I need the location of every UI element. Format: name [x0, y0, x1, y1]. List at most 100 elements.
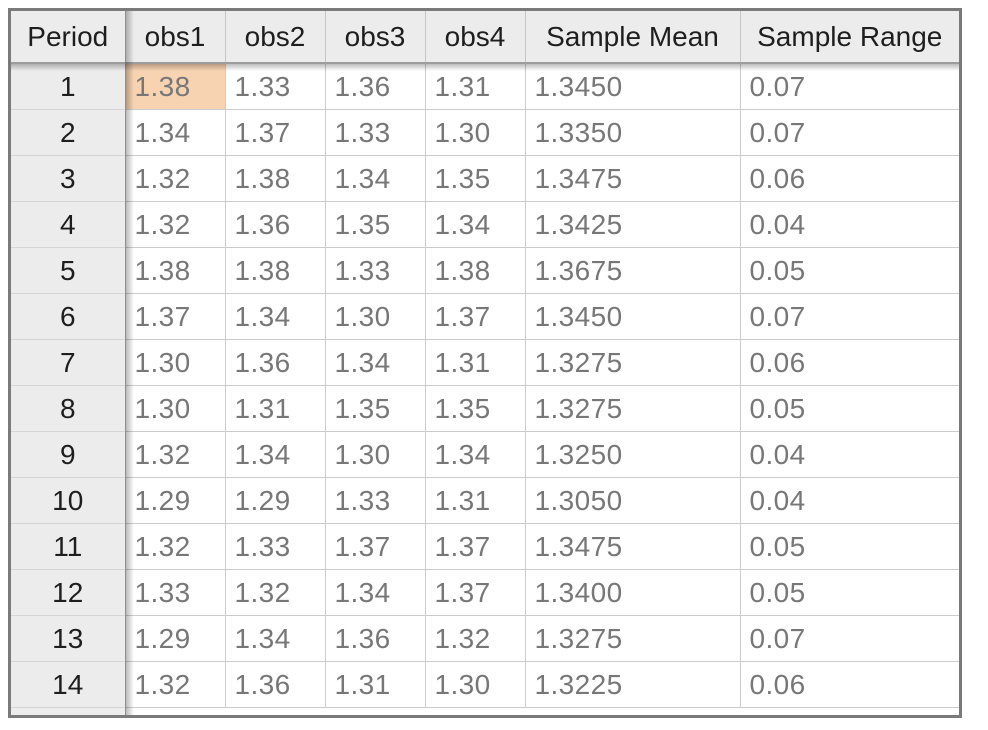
column-header-obs4[interactable]: obs4	[425, 11, 526, 64]
column-header-obs3[interactable]: obs3	[325, 11, 426, 64]
cell-sample-mean[interactable]: 1.3275	[525, 385, 741, 432]
cell-obs2[interactable]: 1.36	[225, 201, 326, 248]
selected-cell[interactable]: 1.38	[125, 63, 226, 110]
cell-sample-mean[interactable]: 1.3225	[525, 661, 741, 708]
cell-sample-range[interactable]: 0.04	[740, 431, 959, 478]
cell-obs4[interactable]: 1.30	[425, 661, 526, 708]
column-header-obs2[interactable]: obs2	[225, 11, 326, 64]
cell-obs4[interactable]: 1.34	[425, 201, 526, 248]
cell-sample-range[interactable]: 0.07	[740, 63, 959, 110]
period-cell[interactable]: 6	[11, 293, 126, 340]
cell-sample-range[interactable]: 0.06	[740, 339, 959, 386]
cell-obs2[interactable]: 1.36	[225, 661, 326, 708]
cell-sample-mean[interactable]: 1.3475	[525, 155, 741, 202]
cell-obs2[interactable]: 1.34	[225, 615, 326, 662]
cell-obs3[interactable]: 1.35	[325, 385, 426, 432]
cell-obs4[interactable]: 1.35	[425, 385, 526, 432]
period-cell[interactable]: 2	[11, 109, 126, 156]
cell-obs3[interactable]: 1.33	[325, 477, 426, 524]
cell-obs2[interactable]: 1.29	[225, 477, 326, 524]
cell-obs2[interactable]: 1.37	[225, 109, 326, 156]
cell-obs1[interactable]: 1.32	[125, 201, 226, 248]
cell-sample-mean[interactable]: 1.3675	[525, 247, 741, 294]
column-header-sample-range[interactable]: Sample Range	[740, 11, 959, 64]
cell-obs4[interactable]: 1.37	[425, 569, 526, 616]
cell-obs2[interactable]: 1.33	[225, 523, 326, 570]
cell-obs3[interactable]: 1.34	[325, 155, 426, 202]
cell-obs3[interactable]: 1.30	[325, 431, 426, 478]
cell-obs1[interactable]: 1.30	[125, 339, 226, 386]
period-cell[interactable]: 13	[11, 615, 126, 662]
period-cell[interactable]: 8	[11, 385, 126, 432]
cell-obs1[interactable]: 1.32	[125, 523, 226, 570]
cell-obs3[interactable]: 1.36	[325, 63, 426, 110]
cell-sample-mean[interactable]: 1.3350	[525, 109, 741, 156]
cell-obs4[interactable]: 1.37	[425, 293, 526, 340]
cell-sample-mean[interactable]: 1.3275	[525, 339, 741, 386]
column-header-obs1[interactable]: obs1	[125, 11, 226, 64]
cell-obs1[interactable]: 1.33	[125, 569, 226, 616]
period-cell[interactable]: 7	[11, 339, 126, 386]
cell-obs2[interactable]: 1.38	[225, 155, 326, 202]
cell-obs3[interactable]: 1.36	[325, 615, 426, 662]
cell-obs3[interactable]: 1.33	[325, 109, 426, 156]
cell-obs3[interactable]: 1.34	[325, 339, 426, 386]
cell-sample-mean[interactable]: 1.3475	[525, 523, 741, 570]
cell-sample-mean[interactable]: 1.3400	[525, 569, 741, 616]
cell-sample-range[interactable]: 0.07	[740, 293, 959, 340]
period-cell[interactable]: 11	[11, 523, 126, 570]
cell-obs2[interactable]: 1.32	[225, 569, 326, 616]
cell-sample-mean[interactable]: 1.3450	[525, 293, 741, 340]
cell-obs1[interactable]: 1.32	[125, 155, 226, 202]
cell-sample-range[interactable]: 0.05	[740, 569, 959, 616]
cell-obs1[interactable]: 1.38	[125, 247, 226, 294]
cell-sample-mean[interactable]: 1.3450	[525, 63, 741, 110]
cell-obs4[interactable]: 1.31	[425, 339, 526, 386]
cell-sample-mean[interactable]: 1.3250	[525, 431, 741, 478]
cell-obs1[interactable]: 1.30	[125, 385, 226, 432]
period-cell[interactable]: 14	[11, 661, 126, 708]
column-header-sample-mean[interactable]: Sample Mean	[525, 11, 741, 64]
cell-sample-range[interactable]: 0.07	[740, 615, 959, 662]
cell-sample-range[interactable]: 0.07	[740, 109, 959, 156]
cell-obs4[interactable]: 1.38	[425, 247, 526, 294]
column-header-period[interactable]: Period	[11, 11, 126, 64]
cell-obs3[interactable]: 1.35	[325, 201, 426, 248]
cell-obs2[interactable]: 1.36	[225, 339, 326, 386]
cell-sample-range[interactable]: 0.05	[740, 385, 959, 432]
cell-sample-range[interactable]: 0.04	[740, 201, 959, 248]
cell-obs4[interactable]: 1.35	[425, 155, 526, 202]
cell-obs1[interactable]: 1.29	[125, 615, 226, 662]
cell-sample-range[interactable]: 0.04	[740, 477, 959, 524]
cell-sample-mean[interactable]: 1.3050	[525, 477, 741, 524]
cell-obs4[interactable]: 1.32	[425, 615, 526, 662]
cell-sample-range[interactable]: 0.06	[740, 661, 959, 708]
cell-obs1[interactable]: 1.32	[125, 661, 226, 708]
cell-obs4[interactable]: 1.37	[425, 523, 526, 570]
cell-obs3[interactable]: 1.33	[325, 247, 426, 294]
cell-obs1[interactable]: 1.32	[125, 431, 226, 478]
period-cell[interactable]: 1	[11, 63, 126, 110]
cell-obs2[interactable]: 1.31	[225, 385, 326, 432]
cell-obs2[interactable]: 1.34	[225, 431, 326, 478]
cell-obs1[interactable]: 1.34	[125, 109, 226, 156]
cell-sample-range[interactable]: 0.06	[740, 155, 959, 202]
cell-sample-range[interactable]: 0.05	[740, 247, 959, 294]
cell-obs2[interactable]: 1.34	[225, 293, 326, 340]
cell-obs3[interactable]: 1.31	[325, 661, 426, 708]
cell-sample-range[interactable]: 0.05	[740, 523, 959, 570]
period-cell[interactable]: 3	[11, 155, 126, 202]
cell-obs4[interactable]: 1.30	[425, 109, 526, 156]
cell-obs2[interactable]: 1.33	[225, 63, 326, 110]
cell-sample-mean[interactable]: 1.3275	[525, 615, 741, 662]
cell-obs3[interactable]: 1.37	[325, 523, 426, 570]
cell-obs3[interactable]: 1.30	[325, 293, 426, 340]
cell-obs3[interactable]: 1.34	[325, 569, 426, 616]
cell-sample-mean[interactable]: 1.3425	[525, 201, 741, 248]
cell-obs2[interactable]: 1.38	[225, 247, 326, 294]
period-cell[interactable]: 5	[11, 247, 126, 294]
period-cell[interactable]: 10	[11, 477, 126, 524]
cell-obs4[interactable]: 1.34	[425, 431, 526, 478]
cell-obs4[interactable]: 1.31	[425, 477, 526, 524]
period-cell[interactable]: 4	[11, 201, 126, 248]
